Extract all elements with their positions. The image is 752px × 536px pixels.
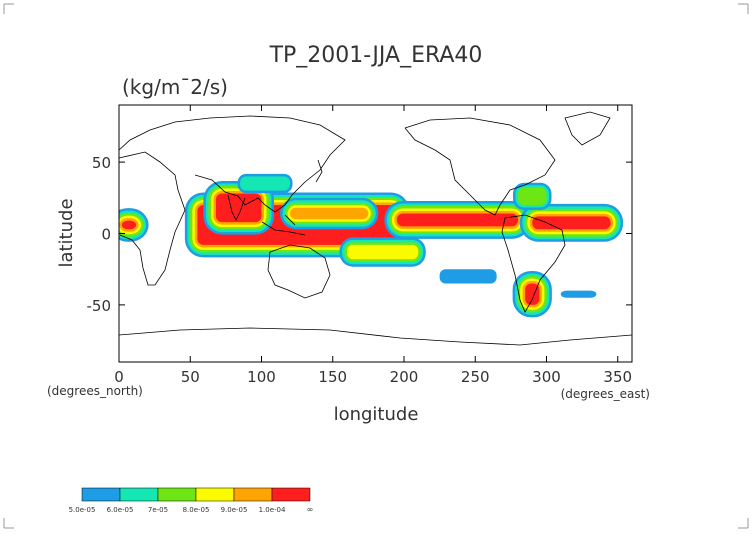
corner-mark-top-left	[3, 3, 14, 14]
colorbar-swatch	[233, 487, 273, 502]
colorbar-label: 7e-05	[148, 506, 168, 514]
precip-contour-5	[396, 213, 518, 227]
colorbar-swatch	[157, 487, 197, 502]
corner-mark-bottom-left	[3, 518, 14, 529]
precip-contour-5	[525, 283, 540, 305]
precip-region	[384, 201, 531, 239]
precip-region	[203, 181, 274, 235]
x-tick-label: 300	[532, 368, 561, 386]
y-axis-ticks: -50 0 50	[87, 154, 632, 315]
precip-region	[439, 269, 497, 284]
colorbar-legend: 5.0e-05 6.0e-05 7e-05 8.0e-05 9.0e-05 1.0e-04…	[69, 487, 314, 514]
precip-contour-3	[347, 244, 419, 260]
precip-contour-0	[560, 290, 597, 298]
x-tick-label: 100	[247, 368, 276, 386]
precip-region	[237, 173, 293, 194]
precip-region	[560, 290, 597, 298]
chart-title: TP_2001-JJA_ERA40	[269, 43, 483, 68]
colorbar-end-label: ∞	[307, 505, 314, 514]
x-unit-label: (degrees_east)	[561, 387, 650, 401]
corner-mark-top-right	[738, 3, 749, 14]
colorbar-label: 1.0e-04	[259, 506, 286, 514]
colorbar-label: 6.0e-05	[107, 506, 134, 514]
precip-region	[512, 270, 552, 318]
precip-region	[280, 197, 379, 230]
x-tick-label: 350	[603, 368, 632, 386]
colorbar-swatch	[81, 487, 121, 502]
x-tick-label: 250	[461, 368, 490, 386]
x-tick-label: 150	[318, 368, 347, 386]
colorbar-swatch	[271, 487, 311, 502]
plot-area	[118, 104, 633, 363]
precip-contour-5	[121, 220, 137, 230]
precip-contour-5	[215, 193, 262, 223]
precip-region	[339, 237, 426, 267]
colorbar-label: 8.0e-05	[183, 506, 210, 514]
precip-contour-4	[290, 207, 369, 220]
colorbar-label: 9.0e-05	[221, 506, 248, 514]
coastline-map	[119, 111, 632, 346]
colorbar-label: 5.0e-05	[69, 506, 96, 514]
precip-contour-5	[532, 216, 611, 230]
precip-contour-2	[518, 187, 547, 205]
corner-mark-bottom-right	[738, 518, 749, 529]
precip-region	[513, 182, 552, 210]
x-axis-ticks: 0 50 100 150 200 250 300 350	[114, 105, 632, 386]
x-axis-label: longitude	[334, 404, 419, 425]
y-axis-label: latitude	[56, 198, 77, 267]
precip-contour-1	[240, 176, 290, 191]
precip-contour-0	[439, 269, 497, 284]
y-unit-label: (degrees_north)	[47, 384, 143, 398]
y-tick-label: 0	[101, 226, 111, 244]
y-tick-label: 50	[92, 154, 111, 172]
colorbar-swatch	[119, 487, 159, 502]
x-tick-label: 0	[114, 368, 124, 386]
x-tick-label: 200	[390, 368, 419, 386]
chart-units-subtitle: (kg/m¯2/s)	[122, 75, 228, 99]
colorbar-swatch	[195, 487, 235, 502]
y-tick-label: -50	[87, 297, 112, 315]
precipitation-field	[119, 173, 624, 318]
precip-region	[519, 203, 624, 242]
x-tick-label: 50	[181, 368, 200, 386]
precip-region	[119, 208, 149, 242]
